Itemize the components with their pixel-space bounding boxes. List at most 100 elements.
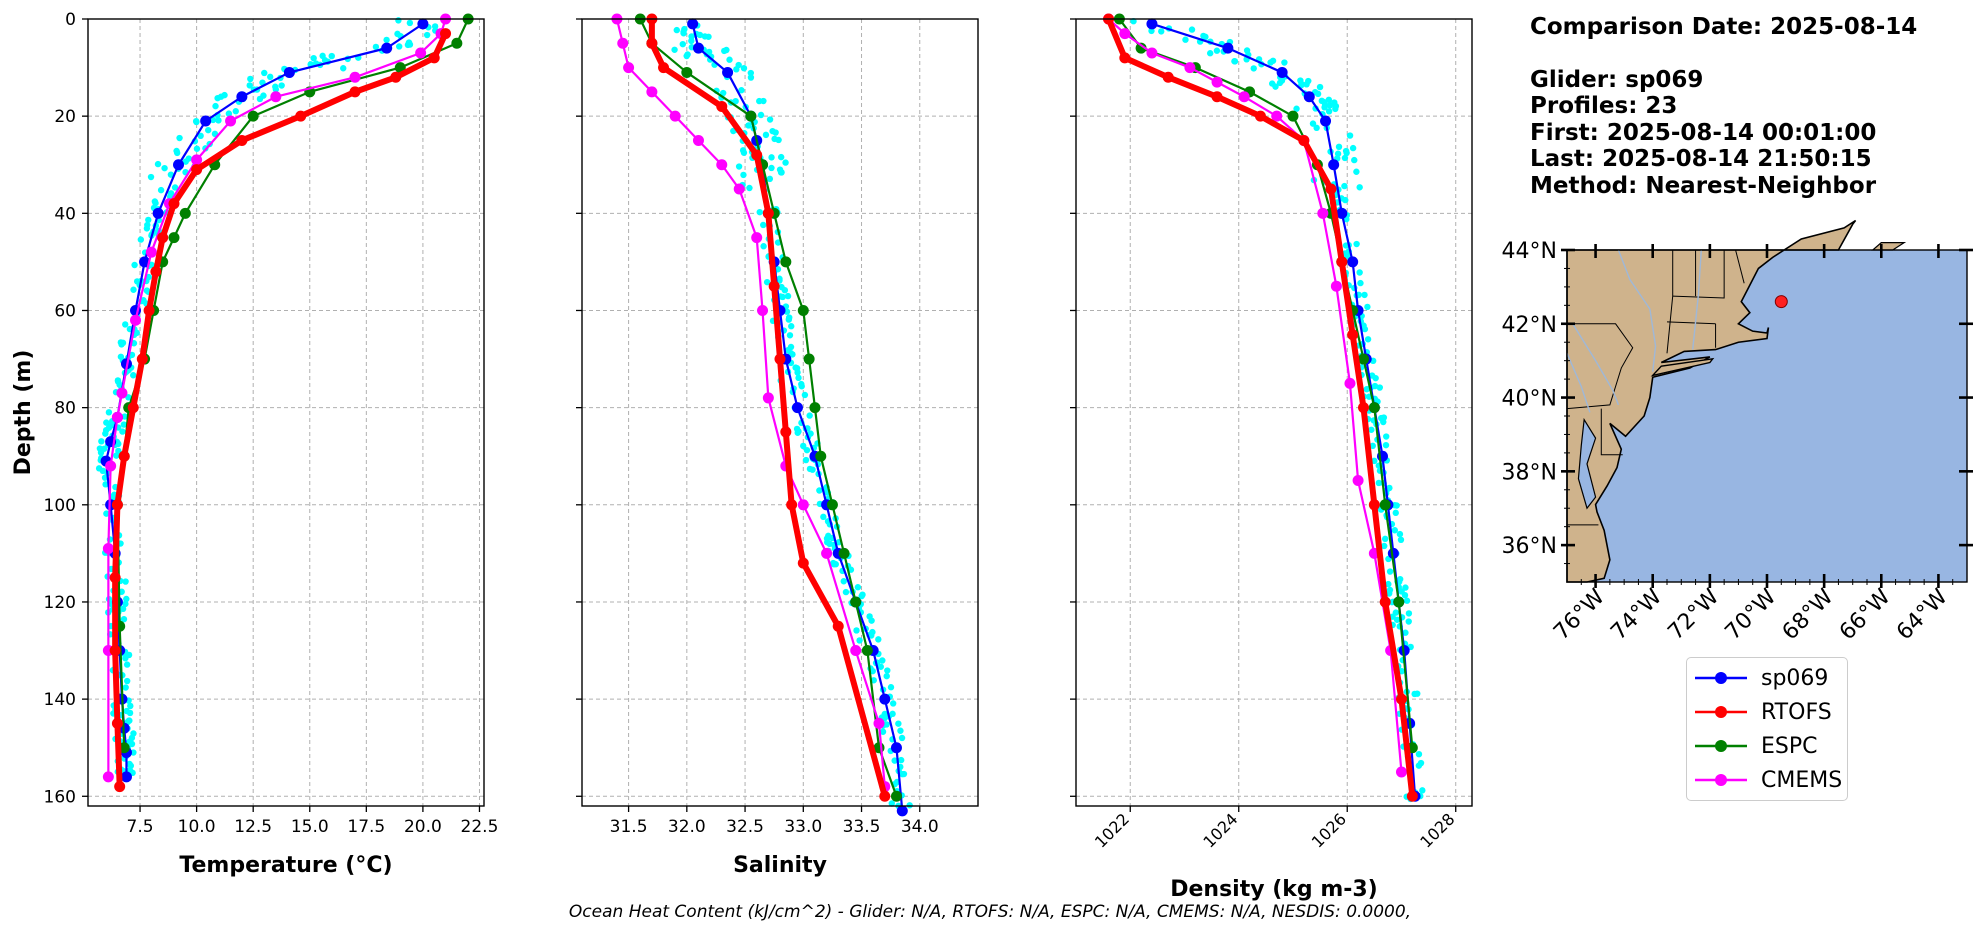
temperature-y-tick-label: 60 xyxy=(54,301,76,321)
temperature-point-sp069 xyxy=(381,42,393,54)
ocean-heat-content-caption: Ocean Heat Content (kJ/cm^2) - Glider: N… xyxy=(568,902,1412,922)
temperature-y-axis-label: Depth (m) xyxy=(11,350,36,476)
profile-count: Profiles: 23 xyxy=(1530,93,1678,119)
glider-scatter-point xyxy=(1371,457,1378,465)
map-state-border xyxy=(1566,323,1634,410)
salinity-point-cmems xyxy=(873,717,885,729)
glider-scatter-point xyxy=(740,64,748,72)
temperature-profile-panel: 7.5 10.0 12.5 15.0 17.5 20.0 22.5 0 20 40 60 80 100 1… xyxy=(11,10,498,878)
glider-scatter-point xyxy=(1298,80,1305,88)
glider-scatter-point xyxy=(137,236,145,243)
glider-scatter-point xyxy=(122,321,129,328)
map-chesapeake-bay xyxy=(1577,417,1597,510)
comparison-date: Comparison Date: 2025-08-14 xyxy=(1530,14,1918,40)
temperature-point-cmems xyxy=(270,91,282,103)
glider-scatter-point xyxy=(1318,97,1326,105)
glider-scatter-point xyxy=(1402,629,1409,636)
salinity-point-rtofs xyxy=(797,557,809,569)
glider-scatter-point xyxy=(1314,90,1322,98)
salinity-point-espc xyxy=(890,790,902,802)
density-axes-frame xyxy=(1075,18,1473,807)
glider-scatter-point xyxy=(1403,597,1411,604)
glider-scatter-point xyxy=(167,190,175,197)
map-lat-label: 38°N xyxy=(1502,460,1557,485)
first-profile-time: First: 2025-08-14 00:01:00 xyxy=(1530,119,1877,146)
glider-scatter-point xyxy=(1364,303,1371,311)
temperature-y-tick-label: 20 xyxy=(54,107,76,127)
temperature-point-cmems xyxy=(191,154,203,166)
glider-scatter-point xyxy=(775,136,782,144)
salinity-point-espc xyxy=(850,596,862,608)
glider-scatter-point xyxy=(756,208,763,216)
temperature-point-sp069 xyxy=(120,771,132,783)
density-x-tick-label: 1026 xyxy=(1308,809,1350,851)
salinity-point-rtofs xyxy=(762,207,774,219)
density-point-rtofs xyxy=(1379,596,1391,608)
glider-scatter-point xyxy=(125,394,132,401)
glider-scatter-point xyxy=(760,97,767,105)
glider-scatter-point xyxy=(772,129,779,136)
glider-scatter-point xyxy=(779,293,786,301)
glider-scatter-point xyxy=(1382,441,1390,449)
glider-scatter-point xyxy=(823,535,831,542)
salinity-point-sp069 xyxy=(692,42,704,54)
salinity-point-rtofs xyxy=(879,790,891,802)
glider-scatter-point xyxy=(102,481,109,488)
density-point-sp069 xyxy=(1303,91,1315,103)
density-point-cmems xyxy=(1395,766,1407,778)
temperature-point-rtofs xyxy=(111,717,123,729)
salinity-x-tick-label: 32.5 xyxy=(726,817,764,837)
glider-scatter-point xyxy=(740,149,748,156)
glider-scatter-point xyxy=(176,134,183,142)
map-lon-label: 66°W xyxy=(1835,584,1896,645)
glider-scatter-point xyxy=(681,25,688,33)
legend-label-rtofs: RTOFS xyxy=(1761,699,1832,725)
glider-scatter-point xyxy=(98,438,105,445)
map-river xyxy=(1566,353,1591,413)
glider-scatter-point xyxy=(858,592,865,600)
temperature-y-tick-label: 120 xyxy=(44,593,76,613)
glider-scatter-point xyxy=(144,221,151,229)
glider-scatter-point xyxy=(105,409,113,416)
map-lat-label: 42°N xyxy=(1502,313,1557,338)
temperature-point-rtofs xyxy=(127,402,139,414)
last-profile-time: Last: 2025-08-14 21:50:15 xyxy=(1530,146,1872,172)
glider-scatter-point xyxy=(766,116,774,123)
glider-scatter-point xyxy=(1325,108,1333,115)
density-point-sp069 xyxy=(1222,42,1234,54)
glider-scatter-point xyxy=(1385,580,1392,588)
temperature-line-rtofs xyxy=(112,32,449,787)
glider-scatter-point xyxy=(820,513,827,521)
glider-scatter-point xyxy=(182,158,189,165)
glider-scatter-point xyxy=(1357,279,1364,287)
glider-scatter-point xyxy=(123,595,130,603)
glider-scatter-point xyxy=(777,153,785,161)
glider-scatter-point xyxy=(854,584,862,591)
glider-scatter-point xyxy=(1335,143,1343,151)
salinity-point-cmems xyxy=(821,547,833,559)
salinity-point-sp069 xyxy=(722,66,734,78)
glider-scatter-point xyxy=(856,637,863,644)
glider-scatter-point xyxy=(161,164,168,172)
glider-scatter-point xyxy=(784,292,792,300)
density-profile-panel: 1022 1024 1026 1028 Density (kg m-3) xyxy=(1070,13,1473,902)
temperature-point-sp069 xyxy=(152,207,164,219)
glider-scatter-point xyxy=(735,61,742,69)
temperature-x-tick-label: 22.5 xyxy=(461,817,499,837)
glider-scatter-point xyxy=(1386,568,1394,575)
map-lat-label: 36°N xyxy=(1502,534,1557,559)
density-line-cmems xyxy=(1107,18,1403,773)
density-point-rtofs xyxy=(1119,52,1131,64)
glider-scatter-point xyxy=(1383,433,1390,440)
glider-scatter-point xyxy=(701,33,709,40)
glider-scatter-point xyxy=(1343,149,1350,157)
glider-scatter-point xyxy=(760,243,767,250)
glider-scatter-point xyxy=(877,663,885,670)
legend-label-espc: ESPC xyxy=(1761,733,1818,759)
glider-scatter-point xyxy=(1363,386,1370,393)
density-point-rtofs xyxy=(1347,329,1359,341)
density-point-cmems xyxy=(1344,377,1356,389)
glider-scatter-point xyxy=(1182,36,1189,43)
temperature-point-sp069 xyxy=(417,18,429,30)
